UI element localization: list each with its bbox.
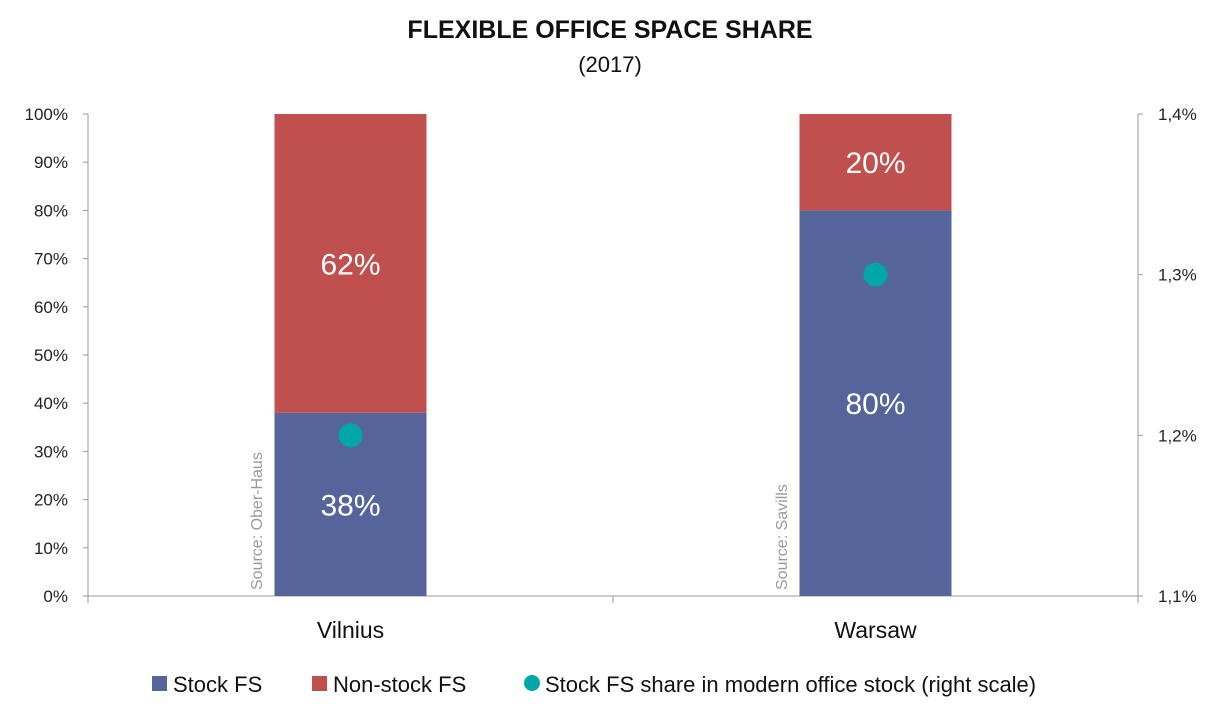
bar-non-stock-fs-vilnius: [274, 114, 427, 413]
legend-label-non-stock-fs: Non-stock FS: [333, 672, 466, 697]
data-label-non-stock-fs-vilnius: 62%: [320, 248, 380, 281]
y-tick-label: 100%: [25, 105, 68, 124]
data-label-non-stock-fs-warsaw: 20%: [845, 147, 905, 180]
bars: [274, 114, 952, 596]
source-note-warsaw: Source: Savills: [774, 484, 791, 590]
bar-non-stock-fs-warsaw: [799, 114, 952, 211]
x-category-label-warsaw: Warsaw: [834, 617, 917, 643]
y-tick-label: 20%: [34, 491, 68, 510]
y-tick-label: 70%: [34, 250, 68, 269]
legend-swatch-stock-fs: [152, 676, 167, 691]
chart-subtitle: (2017): [578, 52, 642, 77]
y-tick-label: 10%: [34, 539, 68, 558]
y-tick-label: 80%: [34, 201, 68, 220]
bar-labels: 38% 62% 80% 20%: [320, 147, 905, 522]
y-tick-label: 40%: [34, 394, 68, 413]
ticks: 0% 10% 20% 30% 40% 50% 60% 70% 80% 90% 100% 1,1% 1,2…: [25, 105, 1197, 606]
axes: [83, 113, 1143, 603]
points: [338, 262, 888, 448]
legend-label-stock-fs: Stock FS: [173, 672, 262, 697]
legend: Stock FS Non-stock FS Stock FS share in …: [152, 672, 1036, 697]
legend-swatch-non-stock-fs: [312, 676, 327, 691]
chart-title: FLEXIBLE OFFICE SPACE SHARE: [407, 16, 812, 44]
point-modern-stock-share-warsaw: [863, 262, 888, 287]
source-note-vilnius: Source: Ober-Haus: [249, 452, 266, 590]
data-label-stock-fs-warsaw: 80%: [845, 388, 905, 421]
y2-tick-label: 1,4%: [1158, 105, 1197, 124]
y-tick-label: 90%: [34, 153, 68, 172]
y-tick-label: 0%: [43, 587, 68, 606]
category-labels: Vilnius Warsaw: [317, 617, 917, 643]
y-tick-label: 60%: [34, 298, 68, 317]
legend-swatch-modern-stock-share: [524, 675, 540, 691]
y-tick-label: 30%: [34, 442, 68, 461]
x-category-label-vilnius: Vilnius: [317, 617, 384, 643]
point-modern-stock-share-vilnius: [338, 423, 363, 448]
y-tick-label: 50%: [34, 346, 68, 365]
y2-tick-label: 1,3%: [1158, 266, 1197, 285]
y2-tick-label: 1,2%: [1158, 426, 1197, 445]
y2-tick-label: 1,1%: [1158, 587, 1197, 606]
data-label-stock-fs-vilnius: 38%: [320, 489, 380, 522]
legend-label-modern-stock-share: Stock FS share in modern office stock (r…: [545, 672, 1036, 697]
